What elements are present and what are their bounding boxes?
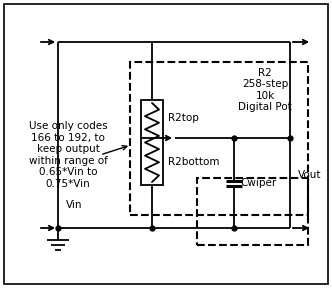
Bar [130, 62, 308, 215]
Text: Vout: Vout [298, 170, 321, 180]
Text: Vin: Vin [66, 200, 82, 210]
Text: R2top: R2top [168, 113, 199, 123]
Text: Cwiper: Cwiper [240, 178, 276, 188]
Bar [197, 178, 308, 245]
Bar [141, 100, 163, 185]
Text: R2
258-step
10k
Digital Pot: R2 258-step 10k Digital Pot [238, 68, 292, 112]
Text: Use only codes
166 to 192, to
keep output
within range of
0.65*Vin to
0.75*Vin: Use only codes 166 to 192, to keep outpu… [29, 121, 108, 189]
Text: R2bottom: R2bottom [168, 157, 219, 167]
